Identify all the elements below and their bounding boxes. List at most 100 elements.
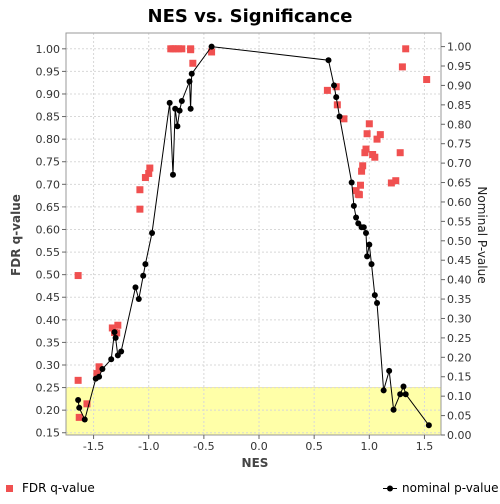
nominal-point xyxy=(331,82,338,89)
nominal-point xyxy=(111,329,118,336)
y-right-tick-label: 0.55 xyxy=(447,215,472,228)
y-left-tick-label: 0.80 xyxy=(36,133,61,146)
nominal-point xyxy=(99,365,106,372)
y-right-tick-label: 0.45 xyxy=(447,254,472,267)
fdr-point xyxy=(75,413,83,421)
nominal-point xyxy=(425,422,432,429)
x-tick-label: 1.5 xyxy=(416,440,434,453)
fdr-point xyxy=(361,149,369,157)
x-tick-label: -1.0 xyxy=(138,440,159,453)
legend-nominal-label: nominal p-value xyxy=(402,481,498,495)
x-tick-label: -0.5 xyxy=(193,440,214,453)
plot-background xyxy=(66,33,441,435)
y-right-tick-label: 0.60 xyxy=(447,196,472,209)
fdr-point xyxy=(363,130,371,138)
nominal-point xyxy=(397,391,404,398)
y-left-tick-label: 1.00 xyxy=(36,43,61,56)
y-right-tick-label: 0.20 xyxy=(447,351,472,364)
nominal-point xyxy=(112,334,119,341)
fdr-point xyxy=(387,179,395,187)
nominal-point xyxy=(140,272,147,279)
nominal-point xyxy=(360,224,367,231)
y-left-tick-label: 0.85 xyxy=(36,111,61,124)
y-right-tick-label: 0.00 xyxy=(447,429,472,442)
fdr-point xyxy=(141,174,149,182)
legend-nominal-marker xyxy=(387,485,393,492)
y-right-tick-label: 0.75 xyxy=(447,138,472,151)
nominal-point xyxy=(386,367,393,374)
fdr-point xyxy=(93,370,101,378)
fdr-point xyxy=(355,191,363,199)
fdr-point xyxy=(358,167,366,175)
y-right-tick-label: 0.80 xyxy=(447,118,472,131)
fdr-point xyxy=(340,115,348,123)
y-right-tick-label: 0.95 xyxy=(447,60,472,73)
nominal-point xyxy=(166,99,173,106)
y-right-tick-label: 0.25 xyxy=(447,332,472,345)
nominal-point xyxy=(368,261,375,268)
nominal-point xyxy=(188,70,195,77)
y-right-tick-label: 0.10 xyxy=(447,390,472,403)
fdr-point xyxy=(323,86,331,94)
y-right-tick-label: 1.00 xyxy=(447,41,472,54)
fdr-point xyxy=(178,45,186,53)
y-right-tick-label: 0.30 xyxy=(447,312,472,325)
nominal-point xyxy=(142,261,149,268)
nominal-point xyxy=(149,230,156,237)
legend: FDR q-value nominal p-value xyxy=(6,481,498,495)
nominal-point xyxy=(169,171,176,178)
fdr-point xyxy=(136,205,144,213)
nominal-point xyxy=(174,123,181,130)
fdr-point xyxy=(365,120,373,128)
fdr-point xyxy=(208,48,216,56)
nominal-point xyxy=(380,387,387,394)
x-tick-label: 1.0 xyxy=(361,440,379,453)
nominal-point xyxy=(336,113,343,120)
fdr-point xyxy=(95,363,103,371)
y-right-tick-label: 0.05 xyxy=(447,410,472,423)
nominal-point xyxy=(96,373,103,380)
nominal-point xyxy=(325,57,332,64)
fdr-point xyxy=(362,145,370,153)
y-left-tick-label: 0.70 xyxy=(36,178,61,191)
fdr-point xyxy=(373,135,381,143)
nominal-point xyxy=(186,78,193,85)
y-right-tick-label: 0.40 xyxy=(447,274,472,287)
y-left-tick-label: 0.15 xyxy=(36,427,61,440)
nominal-point xyxy=(333,94,340,101)
y-axis-right-label: Nominal P-value xyxy=(475,186,489,283)
y-right-tick-label: 0.35 xyxy=(447,293,472,306)
x-tick-label: 0.5 xyxy=(305,440,323,453)
nominal-point xyxy=(366,241,373,248)
x-tick-label: 0.0 xyxy=(250,440,268,453)
y-left-tick-label: 0.25 xyxy=(36,382,61,395)
chart-title: NES vs. Significance xyxy=(148,6,353,27)
y-left-tick-label: 0.50 xyxy=(36,269,61,282)
nominal-point xyxy=(176,107,183,114)
fdr-point xyxy=(392,177,400,185)
fdr-point xyxy=(136,186,144,194)
y-left-tick-label: 0.20 xyxy=(36,404,61,417)
fdr-point xyxy=(356,181,364,189)
y-right-tick-label: 0.65 xyxy=(447,177,472,190)
significance-band xyxy=(65,387,442,436)
plot-border xyxy=(65,32,442,436)
fdr-point xyxy=(396,149,404,157)
nominal-point xyxy=(390,406,397,413)
y-left-tick-label: 0.35 xyxy=(36,336,61,349)
nominal-point xyxy=(178,97,185,104)
fdr-point xyxy=(376,131,384,139)
y-right-tick-label: 0.50 xyxy=(447,235,472,248)
nominal-point xyxy=(400,383,407,390)
nominal-point xyxy=(364,253,371,260)
fdr-point xyxy=(359,162,367,170)
y-left-tick-label: 0.55 xyxy=(36,246,61,259)
fdr-point xyxy=(398,63,406,71)
y-left-tick-label: 0.90 xyxy=(36,88,61,101)
y-right-tick-label: 0.15 xyxy=(447,371,472,384)
nominal-point xyxy=(402,391,409,398)
y-left-tick-label: 0.40 xyxy=(36,314,61,327)
y-right-tick-label: 0.70 xyxy=(447,157,472,170)
fdr-point xyxy=(114,321,122,329)
fdr-point xyxy=(145,169,153,177)
